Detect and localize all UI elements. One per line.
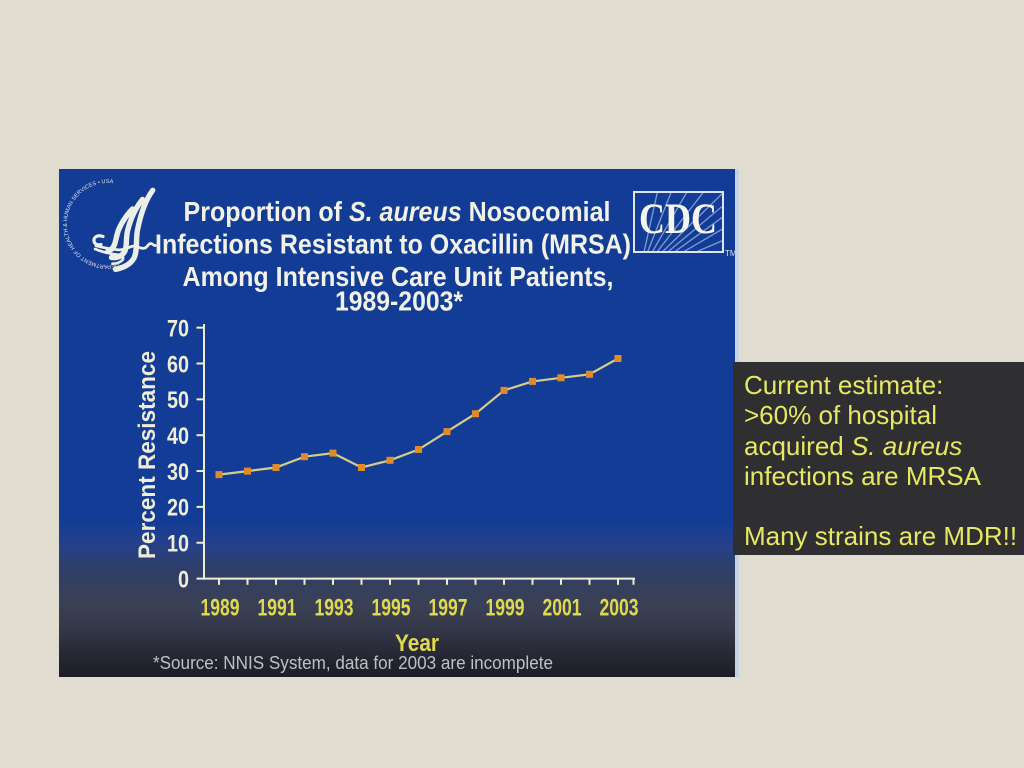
svg-text:1999: 1999 — [486, 595, 525, 622]
svg-text:Among Intensive Care Unit Pati: Among Intensive Care Unit Patients, — [183, 261, 614, 292]
svg-text:2001: 2001 — [543, 595, 582, 622]
svg-text:Year: Year — [395, 630, 439, 657]
svg-text:70: 70 — [167, 316, 189, 343]
svg-text:1989-2003*: 1989-2003* — [335, 286, 463, 317]
svg-text:*Source: NNIS System, data for: *Source: NNIS System, data for 2003 are … — [153, 653, 553, 673]
svg-text:1997: 1997 — [429, 595, 468, 622]
svg-text:TM: TM — [725, 249, 735, 258]
svg-text:40: 40 — [167, 423, 189, 450]
svg-text:10: 10 — [167, 531, 189, 558]
svg-text:1991: 1991 — [258, 595, 297, 622]
svg-text:1995: 1995 — [372, 595, 411, 622]
svg-text:0: 0 — [178, 566, 189, 593]
svg-text:Percent Resistance: Percent Resistance — [134, 351, 161, 559]
svg-text:50: 50 — [167, 387, 189, 414]
svg-text:1989: 1989 — [201, 595, 240, 622]
svg-text:60: 60 — [167, 351, 189, 378]
svg-text:Proportion of S. aureus Nosoco: Proportion of S. aureus Nosocomial — [184, 196, 611, 227]
svg-text:30: 30 — [167, 459, 189, 486]
svg-text:CDC: CDC — [639, 196, 717, 243]
svg-text:1993: 1993 — [315, 595, 354, 622]
svg-text:Infections Resistant to Oxacil: Infections Resistant to Oxacillin (MRSA) — [155, 229, 631, 260]
svg-text:2003: 2003 — [600, 595, 639, 622]
svg-text:20: 20 — [167, 495, 189, 522]
